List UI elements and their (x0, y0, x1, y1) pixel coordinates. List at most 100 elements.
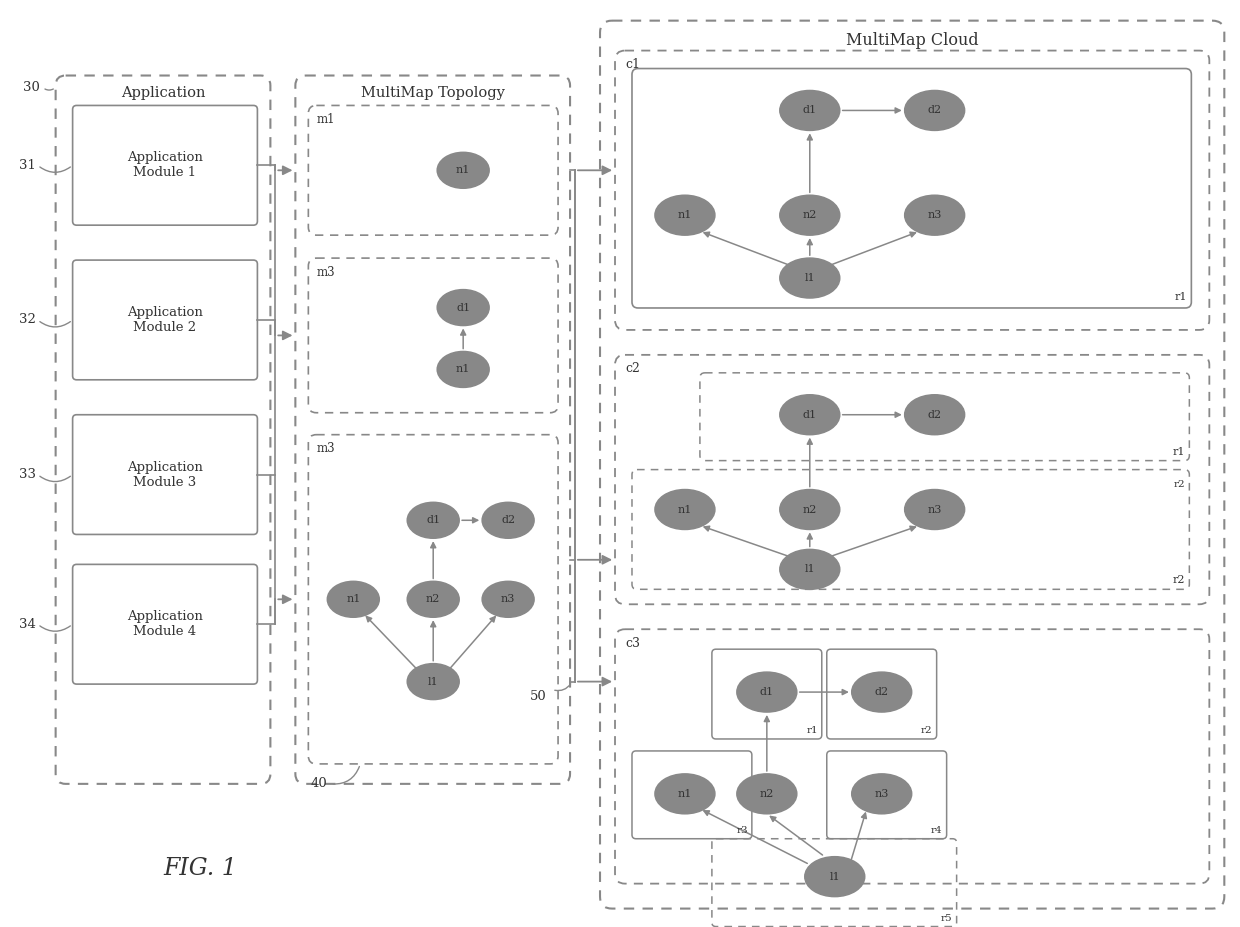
Ellipse shape (780, 91, 839, 131)
Text: l1: l1 (805, 565, 815, 575)
Ellipse shape (438, 289, 489, 325)
Text: MultiMap Topology: MultiMap Topology (361, 86, 505, 100)
FancyBboxPatch shape (632, 69, 1192, 308)
Text: Application
Module 4: Application Module 4 (126, 610, 203, 638)
Text: c3: c3 (625, 637, 640, 650)
Text: d2: d2 (928, 106, 941, 116)
Ellipse shape (852, 672, 911, 712)
Text: d2: d2 (874, 687, 889, 697)
Ellipse shape (327, 581, 379, 617)
Text: n1: n1 (678, 789, 692, 799)
Text: 50: 50 (531, 690, 547, 703)
Ellipse shape (482, 581, 534, 617)
Text: r5: r5 (941, 913, 952, 922)
Text: 30: 30 (22, 81, 40, 94)
Text: n1: n1 (346, 594, 361, 604)
Text: d1: d1 (427, 515, 440, 526)
Text: 40: 40 (310, 778, 327, 791)
FancyBboxPatch shape (73, 565, 258, 684)
Text: n2: n2 (802, 210, 817, 221)
Text: Application
Module 3: Application Module 3 (126, 461, 203, 489)
Ellipse shape (407, 502, 459, 539)
Text: 31: 31 (19, 159, 36, 171)
Ellipse shape (905, 91, 965, 131)
FancyArrowPatch shape (40, 167, 71, 172)
Text: n3: n3 (874, 789, 889, 799)
Text: d1: d1 (802, 106, 817, 116)
Text: n1: n1 (678, 210, 692, 221)
Ellipse shape (655, 774, 715, 814)
Ellipse shape (780, 196, 839, 235)
Text: n2: n2 (427, 594, 440, 604)
Text: n1: n1 (456, 165, 470, 175)
Ellipse shape (438, 351, 489, 387)
Text: r1: r1 (1174, 292, 1188, 302)
Ellipse shape (852, 774, 911, 814)
Text: Application
Module 2: Application Module 2 (126, 306, 203, 334)
Ellipse shape (805, 857, 864, 896)
Ellipse shape (905, 196, 965, 235)
FancyBboxPatch shape (632, 751, 751, 839)
Text: r4: r4 (931, 826, 942, 834)
Text: m3: m3 (316, 442, 335, 455)
FancyBboxPatch shape (712, 649, 822, 739)
Ellipse shape (655, 489, 715, 529)
Text: r3: r3 (737, 826, 748, 834)
FancyBboxPatch shape (827, 751, 946, 839)
Text: r1: r1 (806, 726, 817, 735)
FancyBboxPatch shape (73, 106, 258, 225)
Ellipse shape (905, 395, 965, 435)
Text: n3: n3 (928, 210, 942, 221)
Text: d2: d2 (928, 410, 941, 420)
Text: n3: n3 (501, 594, 516, 604)
Text: FIG. 1: FIG. 1 (164, 857, 237, 880)
FancyArrowPatch shape (40, 626, 71, 631)
Ellipse shape (737, 774, 797, 814)
Text: r1: r1 (1173, 447, 1185, 457)
Text: n2: n2 (760, 789, 774, 799)
FancyBboxPatch shape (73, 260, 258, 380)
Ellipse shape (407, 664, 459, 700)
Text: l1: l1 (428, 677, 439, 687)
FancyBboxPatch shape (73, 414, 258, 535)
FancyArrowPatch shape (334, 767, 360, 784)
Text: n3: n3 (928, 504, 942, 514)
Ellipse shape (780, 258, 839, 298)
Text: MultiMap Cloud: MultiMap Cloud (846, 32, 978, 49)
Text: c2: c2 (625, 362, 640, 375)
FancyBboxPatch shape (827, 649, 936, 739)
Text: Application
Module 1: Application Module 1 (126, 151, 203, 179)
Text: 33: 33 (19, 468, 36, 481)
FancyArrowPatch shape (45, 89, 53, 90)
Ellipse shape (438, 152, 489, 188)
Ellipse shape (407, 581, 459, 617)
Text: n2: n2 (802, 504, 817, 514)
Text: n1: n1 (456, 364, 470, 375)
Text: n1: n1 (678, 504, 692, 514)
Ellipse shape (780, 550, 839, 590)
Text: m3: m3 (316, 265, 335, 278)
Text: d1: d1 (802, 410, 817, 420)
Text: 32: 32 (19, 313, 36, 326)
Text: m1: m1 (316, 113, 335, 126)
Ellipse shape (780, 489, 839, 529)
Text: d1: d1 (456, 302, 470, 312)
Ellipse shape (655, 196, 715, 235)
Ellipse shape (905, 489, 965, 529)
Text: d2: d2 (501, 515, 515, 526)
Text: l1: l1 (805, 273, 815, 283)
Text: l1: l1 (830, 871, 839, 882)
FancyArrowPatch shape (554, 684, 570, 691)
Ellipse shape (780, 395, 839, 435)
Text: c1: c1 (625, 58, 640, 71)
Text: r2: r2 (1174, 479, 1185, 489)
Ellipse shape (482, 502, 534, 539)
Text: d1: d1 (760, 687, 774, 697)
Text: r2: r2 (1173, 576, 1185, 585)
FancyArrowPatch shape (40, 476, 71, 482)
Text: Application: Application (120, 86, 206, 100)
Ellipse shape (737, 672, 797, 712)
FancyArrowPatch shape (40, 322, 71, 327)
Text: r2: r2 (921, 726, 932, 735)
Text: 34: 34 (19, 617, 36, 630)
